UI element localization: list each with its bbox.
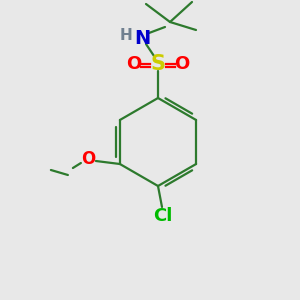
- Text: N: N: [134, 28, 150, 47]
- Text: O: O: [81, 150, 95, 168]
- Text: Cl: Cl: [153, 207, 173, 225]
- Text: O: O: [126, 55, 142, 73]
- Text: S: S: [151, 54, 166, 74]
- Text: H: H: [120, 28, 132, 44]
- Text: O: O: [174, 55, 190, 73]
